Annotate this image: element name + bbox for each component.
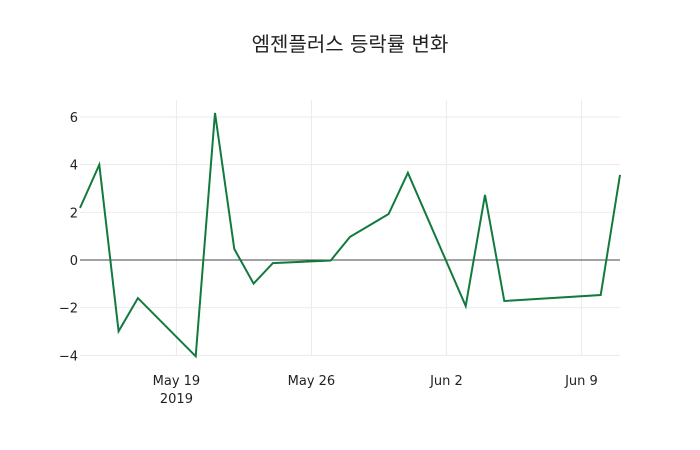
chart-title: 엠젠플러스 등락률 변화 xyxy=(251,32,449,56)
x-tick-label: Jun 9 xyxy=(564,374,598,389)
y-tick-label: 2 xyxy=(70,206,78,221)
gridlines xyxy=(80,100,620,356)
x-tick-label: May 19 xyxy=(153,374,201,389)
y-tick-label: −4 xyxy=(59,349,78,364)
x-tick-year-label: 2019 xyxy=(160,392,193,407)
y-tick-label: 0 xyxy=(70,254,78,269)
x-axis: May 19 2019 May 26 Jun 2 Jun 9 xyxy=(153,374,598,407)
y-tick-label: 4 xyxy=(70,159,78,174)
y-tick-label: −2 xyxy=(59,302,78,317)
series-line xyxy=(79,112,621,359)
y-tick-label: 6 xyxy=(70,111,78,126)
x-tick-label: Jun 2 xyxy=(429,374,463,389)
y-axis: 6 4 2 0 −2 −4 xyxy=(59,111,78,364)
x-tick-label: May 26 xyxy=(288,374,336,389)
